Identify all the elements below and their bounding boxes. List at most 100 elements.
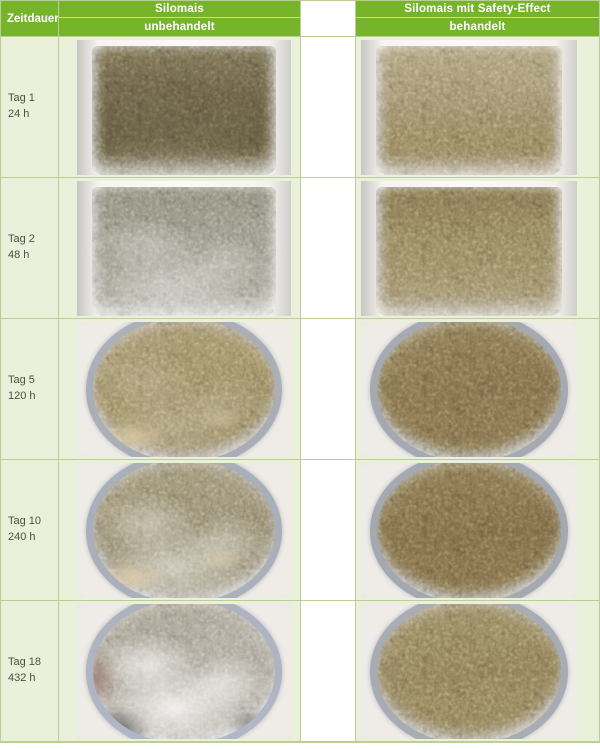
silage-material <box>91 46 277 175</box>
untreated-cell <box>59 460 301 601</box>
time-cell: Tag 5 120 h <box>1 319 59 460</box>
time-cell: Tag 18 432 h <box>1 601 59 742</box>
silage-texture-fine <box>92 463 276 598</box>
silage-accent <box>377 604 562 739</box>
table-row: Tag 5 120 h <box>1 319 599 460</box>
untreated-cell <box>59 178 301 319</box>
photo-behandelt-tag5 <box>361 322 577 457</box>
silage-material <box>376 187 562 316</box>
silage-material <box>85 322 283 457</box>
mold-overlay <box>91 187 277 316</box>
silage-texture-coarse <box>92 322 276 457</box>
header-treated-subtitle: behandelt <box>449 21 506 33</box>
gap-spacer-cell <box>301 601 356 742</box>
row-day: Tag 5 <box>8 374 35 387</box>
silage-texture-coarse <box>92 604 276 739</box>
header-treated-title: Silomais mit Safety-Effect <box>356 1 599 18</box>
silage-texture-fine <box>376 463 562 598</box>
table-header: Zeitdauer Silomais unbehandelt Silomais … <box>1 1 599 37</box>
silage-texture-coarse <box>376 46 562 175</box>
photo-behandelt-tag18 <box>361 604 577 739</box>
silage-texture-fine <box>376 322 562 457</box>
silage-material <box>369 463 569 598</box>
photo-behandelt-tag2 <box>361 181 577 316</box>
photo-behandelt-tag1 <box>361 40 577 175</box>
header-untreated: Silomais unbehandelt <box>59 1 301 37</box>
header-zeitdauer-label: Zeitdauer <box>7 12 59 25</box>
silage-texture-fine <box>92 322 276 457</box>
treated-cell <box>356 601 599 742</box>
photo-unbehandelt-tag2 <box>77 181 291 316</box>
mold-overlay <box>92 604 276 739</box>
photo-unbehandelt-tag1 <box>77 40 291 175</box>
silage-accent <box>92 463 276 598</box>
silage-accent <box>92 322 276 457</box>
silage-texture-coarse <box>92 463 276 598</box>
silage-material <box>369 322 569 457</box>
silage-texture-fine <box>92 604 276 739</box>
untreated-cell <box>59 601 301 742</box>
time-cell: Tag 10 240 h <box>1 460 59 601</box>
silage-texture-coarse <box>376 604 562 739</box>
table-row: Tag 2 48 h <box>1 178 599 319</box>
mold-overlay <box>92 322 276 457</box>
treated-cell <box>356 37 599 178</box>
header-gap-spacer <box>301 1 356 37</box>
silage-texture-fine <box>376 187 562 316</box>
silage-texture-fine <box>376 46 562 175</box>
row-day: Tag 18 <box>8 656 42 669</box>
gap-spacer-cell <box>301 37 356 178</box>
table-row: Tag 1 24 h <box>1 37 599 178</box>
row-hours: 120 h <box>8 390 36 402</box>
table-body: Tag 1 24 h <box>1 37 599 742</box>
silage-texture-fine <box>91 46 277 175</box>
silage-texture-fine <box>376 604 562 739</box>
table-row: Tag 10 240 h <box>1 460 599 601</box>
row-day: Tag 10 <box>8 515 42 528</box>
silage-accent <box>377 322 562 457</box>
silage-texture-coarse <box>376 322 562 457</box>
silage-texture-coarse <box>91 46 277 175</box>
header-treated: Silomais mit Safety-Effect behandelt <box>356 1 599 37</box>
silage-accent <box>376 187 562 316</box>
silage-material <box>376 46 562 175</box>
row-hours: 432 h <box>8 672 36 684</box>
untreated-cell <box>59 37 301 178</box>
header-untreated-subtitle: unbehandelt <box>144 21 215 33</box>
row-hours: 24 h <box>8 108 30 120</box>
silage-material <box>85 463 283 598</box>
silage-accent <box>92 604 276 739</box>
silage-accent <box>377 463 562 598</box>
time-cell: Tag 1 24 h <box>1 37 59 178</box>
silage-accent <box>92 187 276 316</box>
time-cell: Tag 2 48 h <box>1 178 59 319</box>
photo-unbehandelt-tag5 <box>77 322 291 457</box>
photo-unbehandelt-tag18 <box>77 604 291 739</box>
mold-overlay <box>92 463 276 598</box>
silage-texture-coarse <box>376 463 562 598</box>
row-day: Tag 2 <box>8 233 35 246</box>
gap-spacer-cell <box>301 319 356 460</box>
header-zeitdauer: Zeitdauer <box>1 1 59 37</box>
mold-overlay <box>91 46 277 175</box>
gap-spacer-cell <box>301 460 356 601</box>
row-hours: 240 h <box>8 531 36 543</box>
silage-texture-fine <box>91 187 277 316</box>
photo-behandelt-tag10 <box>361 463 577 598</box>
row-day: Tag 1 <box>8 92 35 105</box>
silage-accent <box>92 46 276 175</box>
silage-material <box>369 604 569 739</box>
silage-material <box>91 187 277 316</box>
silage-texture-coarse <box>376 187 562 316</box>
silage-texture-coarse <box>91 187 277 316</box>
treated-cell <box>356 319 599 460</box>
row-hours: 48 h <box>8 249 30 261</box>
silage-accent <box>376 46 562 175</box>
header-untreated-title: Silomais <box>59 1 300 18</box>
untreated-cell <box>59 319 301 460</box>
silage-material <box>85 604 283 739</box>
table-row: Tag 18 432 h <box>1 601 599 742</box>
treated-cell <box>356 178 599 319</box>
